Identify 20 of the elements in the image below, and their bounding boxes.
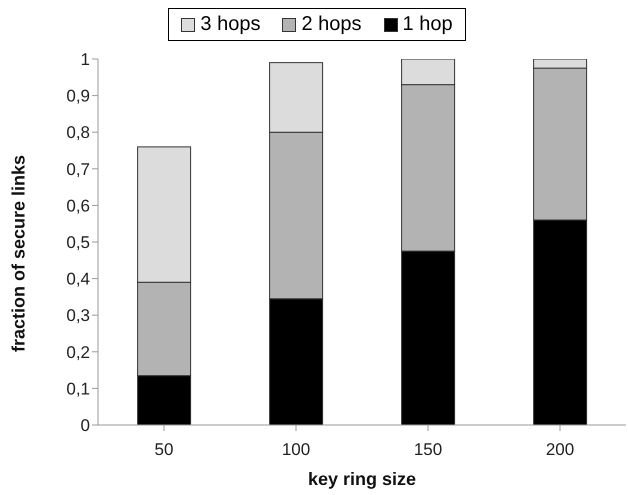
x-tick-label: 150 bbox=[414, 440, 442, 460]
y-tick-label: 0,4 bbox=[66, 270, 90, 289]
legend-label: 2 hops bbox=[300, 13, 362, 36]
y-tick-label: 0 bbox=[80, 416, 90, 436]
x-tick-label: 200 bbox=[546, 440, 574, 460]
y-axis-title: fraction of secure links bbox=[8, 154, 28, 352]
y-tick-label: 0,2 bbox=[66, 342, 90, 362]
legend-label: 3 hops bbox=[199, 13, 260, 36]
x-tick-label: 100 bbox=[282, 440, 310, 460]
y-tick-label: 0,7 bbox=[66, 160, 90, 179]
x-axis-title: key ring size bbox=[308, 469, 416, 489]
y-tick-label: 0,6 bbox=[66, 196, 90, 216]
legend-label: 1 hop bbox=[402, 13, 453, 36]
y-tick-label: 0,1 bbox=[66, 379, 90, 398]
y-tick-label: 1 bbox=[80, 50, 90, 70]
y-tick-label: 0,9 bbox=[66, 86, 90, 106]
x-tick-label: 50 bbox=[154, 440, 174, 460]
y-tick-label: 0,5 bbox=[66, 233, 90, 252]
y-tick-label: 0,3 bbox=[66, 306, 90, 326]
y-tick-label: 0,8 bbox=[66, 123, 90, 142]
